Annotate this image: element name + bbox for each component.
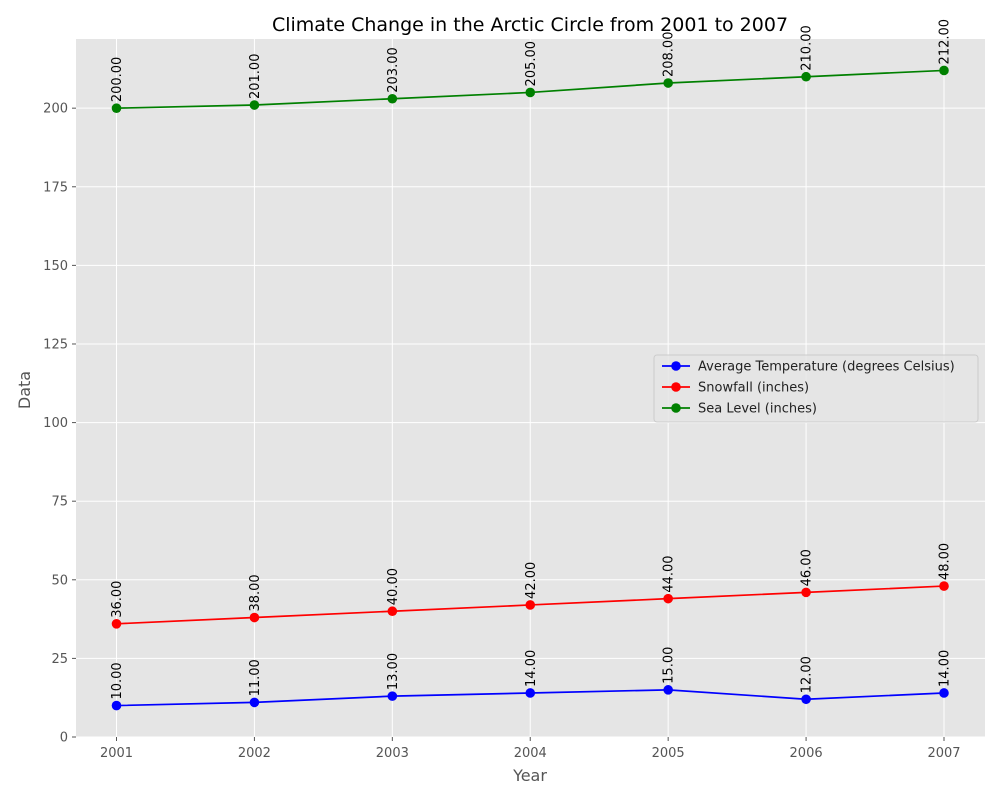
y-tick-label: 125 bbox=[43, 337, 68, 352]
y-tick-label: 100 bbox=[43, 416, 68, 431]
series-lines bbox=[111, 65, 949, 711]
y-tick-label: 175 bbox=[43, 180, 68, 195]
data-label: 14.00 bbox=[524, 650, 539, 687]
data-point bbox=[939, 688, 949, 698]
legend-marker bbox=[671, 361, 681, 371]
legend-label: Snowfall (inches) bbox=[698, 381, 809, 396]
data-point bbox=[663, 685, 673, 695]
data-label: 208.00 bbox=[662, 32, 677, 78]
data-label: 48.00 bbox=[938, 543, 953, 580]
data-point bbox=[249, 697, 260, 708]
legend-item: Average Temperature (degrees Celsius) bbox=[662, 360, 955, 375]
data-point bbox=[801, 71, 811, 82]
y-tick-label: 150 bbox=[43, 259, 68, 274]
y-axis-title: Data bbox=[15, 371, 34, 409]
data-label: 201.00 bbox=[248, 54, 263, 100]
x-tick-label: 2006 bbox=[790, 746, 823, 761]
data-point bbox=[249, 100, 260, 110]
data-label: 42.00 bbox=[524, 562, 539, 599]
data-point bbox=[387, 606, 398, 617]
data-label: 15.00 bbox=[662, 647, 677, 684]
x-tick-label: 2007 bbox=[927, 746, 960, 761]
series-sea-level-inches bbox=[111, 65, 949, 113]
data-label: 40.00 bbox=[386, 568, 401, 605]
legend-marker bbox=[671, 403, 681, 413]
x-tick-label: 2003 bbox=[376, 746, 409, 761]
legend-item: Sea Level (inches) bbox=[662, 402, 817, 417]
data-label: 10.00 bbox=[110, 662, 125, 699]
data-point bbox=[249, 612, 260, 623]
x-axis-title: Year bbox=[512, 766, 547, 785]
data-point bbox=[939, 581, 949, 591]
data-point bbox=[525, 600, 536, 610]
legend-box bbox=[653, 354, 979, 423]
series-average-temperature-degrees-celsius bbox=[111, 685, 949, 711]
series-snowfall-inches bbox=[111, 581, 949, 629]
data-label: 36.00 bbox=[110, 581, 125, 618]
data-point bbox=[387, 93, 398, 104]
y-tick-label: 0 bbox=[60, 731, 68, 746]
data-label: 212.00 bbox=[938, 19, 953, 65]
data-point bbox=[387, 691, 398, 701]
legend-marker bbox=[671, 382, 681, 392]
data-label: 38.00 bbox=[248, 574, 263, 611]
data-point bbox=[939, 65, 949, 76]
data-labels: 10.00 11.00 13.00 14.00 15.00 12.00 14.00 36.00… bbox=[110, 19, 953, 700]
data-label: 12.00 bbox=[800, 656, 815, 693]
chart-title: Climate Change in the Arctic Circle from… bbox=[272, 14, 788, 36]
y-tick-label: 75 bbox=[51, 495, 68, 510]
x-tick-label: 2001 bbox=[100, 746, 133, 761]
data-label: 44.00 bbox=[662, 555, 677, 592]
data-point bbox=[525, 688, 536, 698]
data-label: 46.00 bbox=[800, 549, 815, 586]
axis-ticks: 0 25 50 75 100 125 150 175 200 2001 2002 2003 2004 20… bbox=[43, 102, 960, 761]
data-label: 205.00 bbox=[524, 41, 539, 87]
data-label: 203.00 bbox=[386, 47, 401, 93]
legend-label: Average Temperature (degrees Celsius) bbox=[698, 360, 955, 375]
data-point bbox=[801, 694, 811, 705]
legend-label: Sea Level (inches) bbox=[698, 402, 817, 417]
data-label: 14.00 bbox=[938, 650, 953, 687]
y-tick-label: 25 bbox=[51, 652, 68, 667]
x-tick-label: 2005 bbox=[652, 746, 685, 761]
x-tick-label: 2004 bbox=[514, 746, 547, 761]
data-point bbox=[111, 700, 122, 711]
y-tick-label: 200 bbox=[43, 102, 68, 117]
data-label: 13.00 bbox=[386, 653, 401, 690]
data-point bbox=[663, 593, 673, 604]
data-point bbox=[111, 103, 122, 113]
x-tick-label: 2002 bbox=[238, 746, 271, 761]
data-point bbox=[111, 619, 122, 629]
data-point bbox=[801, 587, 811, 598]
data-label: 200.00 bbox=[110, 57, 125, 103]
legend: Average Temperature (degrees Celsius) Sno… bbox=[653, 354, 979, 423]
legend-item: Snowfall (inches) bbox=[662, 381, 809, 396]
y-tick-label: 50 bbox=[51, 573, 68, 588]
data-point bbox=[525, 87, 536, 98]
data-point bbox=[663, 78, 673, 88]
data-label: 210.00 bbox=[800, 25, 815, 71]
data-label: 11.00 bbox=[248, 659, 263, 696]
